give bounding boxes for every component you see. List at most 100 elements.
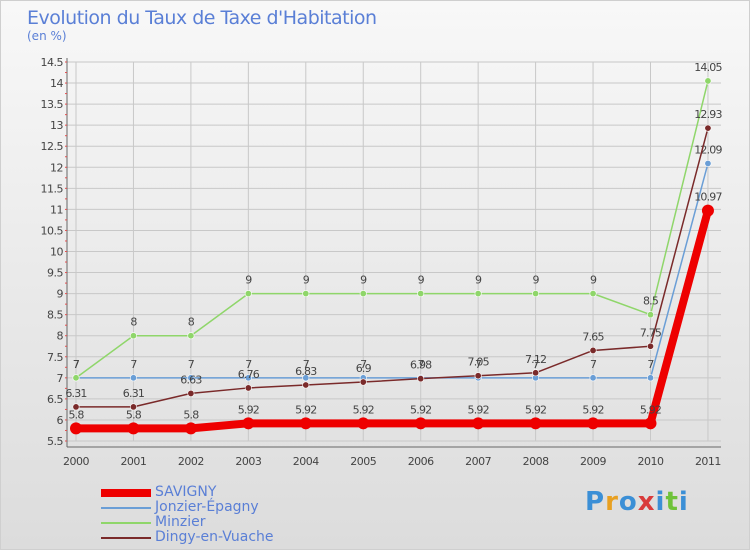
data-point: [244, 374, 252, 382]
x-tick-label: 2006: [408, 455, 434, 468]
data-label: 5.92: [525, 403, 546, 416]
data-point: [72, 374, 80, 382]
data-label: 5.8: [183, 408, 199, 421]
data-label: 9: [418, 274, 425, 287]
chart-title: Evolution du Taux de Taxe d'Habitation: [27, 7, 377, 29]
data-point: [187, 389, 195, 397]
data-label: 7.75: [640, 326, 662, 339]
y-tick-label: 10: [50, 246, 63, 259]
data-label: 7: [647, 358, 654, 371]
data-point: [589, 346, 597, 354]
data-point: [532, 290, 540, 298]
x-tick-label: 2008: [523, 455, 549, 468]
data-point: [359, 378, 367, 386]
logo-letter: r: [605, 487, 619, 517]
data-label: 7: [475, 358, 482, 371]
data-point: [127, 422, 140, 435]
data-label: 12.93: [694, 108, 722, 121]
data-point: [417, 290, 425, 298]
data-label: 6.98: [410, 359, 432, 372]
logo-letter: P: [585, 487, 606, 517]
proxiti-logo: Proxiti: [585, 487, 689, 517]
data-label: 5.92: [353, 403, 374, 416]
data-label: 5.92: [468, 403, 489, 416]
data-label: 5.92: [582, 403, 603, 416]
y-tick-label: 12.5: [41, 140, 64, 153]
data-label: 5.92: [295, 403, 316, 416]
y-tick-label: 14: [50, 77, 63, 90]
data-label: 10.97: [694, 191, 722, 204]
data-point: [472, 417, 485, 430]
y-tick-label: 8: [57, 330, 64, 343]
data-label: 7: [73, 358, 80, 371]
legend-label: Minzier: [155, 514, 206, 530]
series-line-jonzier-pagny: [76, 163, 709, 379]
data-point: [589, 374, 597, 382]
data-point: [701, 204, 714, 217]
x-tick-label: 2011: [695, 455, 721, 468]
y-tick-label: 13.5: [41, 98, 64, 111]
y-tick-label: 7: [57, 372, 64, 385]
data-point: [589, 290, 597, 298]
data-label: 5.8: [126, 408, 142, 421]
y-tick-label: 11: [50, 203, 63, 216]
y-tick-label: 14.5: [41, 56, 64, 69]
data-label: 5.8: [68, 408, 84, 421]
data-point: [302, 290, 310, 298]
data-point: [646, 342, 654, 350]
data-point: [646, 311, 654, 319]
y-tick-label: 12: [50, 161, 63, 174]
data-label: 5.92: [640, 403, 661, 416]
data-label: 8: [130, 316, 137, 329]
data-point: [244, 290, 252, 298]
data-label: 7: [245, 358, 252, 371]
legend-swatch: [101, 522, 151, 524]
y-tick-label: 6.5: [47, 393, 63, 406]
data-point: [704, 124, 712, 132]
data-point: [704, 159, 712, 167]
y-tick-label: 8.5: [47, 309, 63, 322]
data-label: 6.63: [180, 373, 202, 386]
x-tick-label: 2009: [580, 455, 606, 468]
data-point: [704, 77, 712, 85]
legend-swatch: [101, 507, 151, 509]
data-label: 7: [418, 358, 425, 371]
series-line-minzier: [75, 80, 709, 379]
x-tick-label: 2002: [178, 455, 204, 468]
data-point: [417, 375, 425, 383]
legend-label: Dingy-en-Vuache: [155, 529, 274, 545]
data-label: 7.65: [582, 330, 604, 343]
data-label: 9: [590, 274, 597, 287]
x-tick-label: 2007: [465, 455, 491, 468]
data-point: [532, 369, 540, 377]
legend-label: Jonzier-Épagny: [155, 499, 259, 515]
data-label: 5.92: [410, 403, 431, 416]
data-label: 8: [188, 316, 195, 329]
y-tick-label: 6: [57, 414, 64, 427]
data-label: 6.31: [123, 387, 144, 400]
data-label: 7.12: [525, 353, 546, 366]
data-label: 7: [303, 358, 310, 371]
x-tick-label: 2005: [350, 455, 376, 468]
data-point: [414, 417, 427, 430]
data-point: [474, 372, 482, 380]
logo-letter: i: [655, 487, 666, 517]
data-point: [359, 290, 367, 298]
data-point: [129, 332, 137, 340]
data-point: [302, 374, 310, 382]
data-label: 7: [130, 358, 137, 371]
chart-unit: (en %): [27, 29, 67, 43]
data-label: 9: [532, 274, 539, 287]
series-line-dingy-en-vuache: [76, 127, 709, 408]
data-label: 14.05: [694, 61, 722, 74]
x-tick-label: 2003: [235, 455, 261, 468]
logo-letter: o: [618, 487, 638, 517]
data-label: 7: [590, 358, 597, 371]
data-point: [529, 417, 542, 430]
data-point: [187, 332, 195, 340]
data-point: [184, 422, 197, 435]
y-tick-label: 5.5: [47, 435, 63, 448]
data-label: 7: [73, 358, 80, 371]
data-point: [129, 403, 137, 411]
